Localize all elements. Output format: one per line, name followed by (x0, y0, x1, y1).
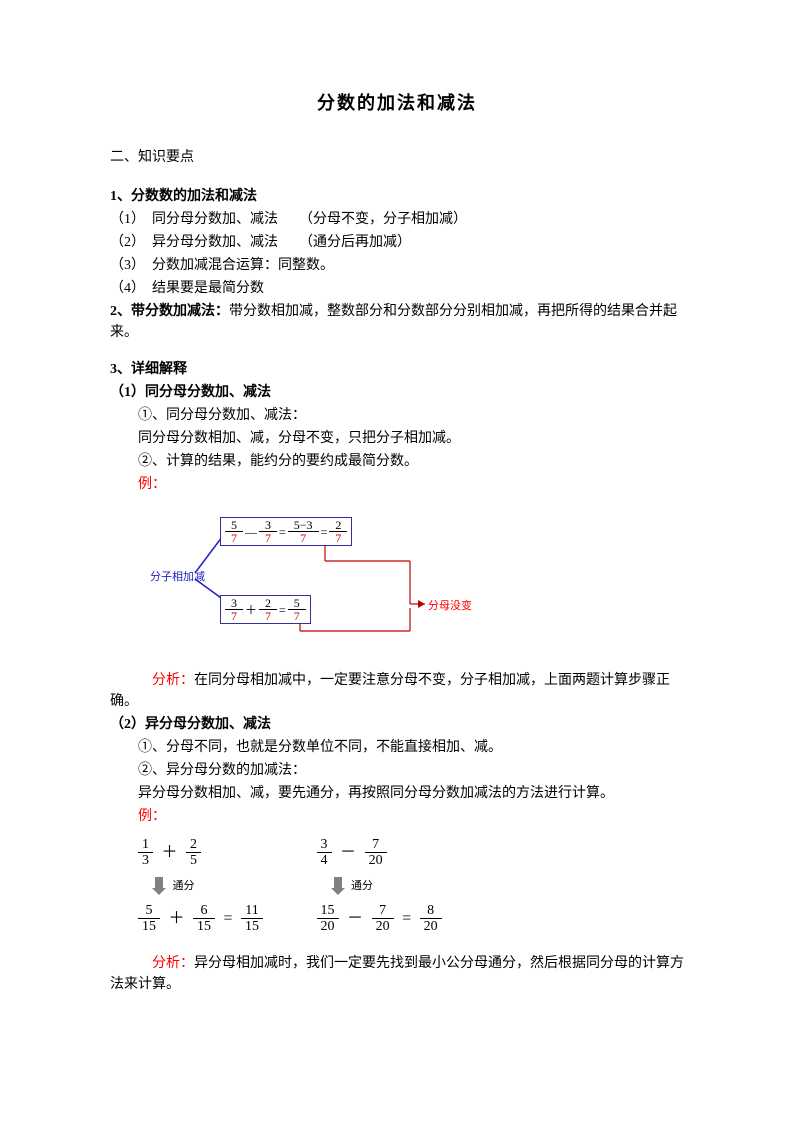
tongfen-label-2: 通分 (351, 880, 373, 892)
h3-1-c: ②、计算的结果，能约分的要约成最简分数。 (110, 451, 684, 472)
diagram-row-2: 37 ＋ 27 = 57 (220, 595, 311, 624)
arrow-down-icon (331, 877, 345, 895)
diagram-same-denominator: 57 — 37 = 5−37 = 27 分子相加减 37 ＋ 27 = 57 分… (150, 511, 684, 636)
tongfen-label-1: 通分 (173, 880, 195, 892)
h3-2-c: 异分母分数相加、减，要先通分，再按照同分母分数加减法的方法进行计算。 (110, 783, 684, 804)
h1-item-4: （4） 结果要是最简分数 (110, 278, 684, 299)
analysis-label-2: 分析： (110, 956, 194, 971)
page-title: 分数的加法和减法 (110, 90, 684, 117)
h1-item-1: （1） 同分母分数加、减法 （分母不变，分子相加减） (110, 209, 684, 230)
equation-2: 34 － 720 通分 1520 － 720 = 820 (317, 837, 442, 939)
heading-1: 1、分数数的加法和减法 (110, 186, 684, 207)
equation-blocks: 13 ＋ 25 通分 515 ＋ 615 = 1115 34 － 720 通分 … (110, 837, 684, 939)
h3-1-a: ①、同分母分数加、减法： (110, 405, 684, 426)
analysis-label-1: 分析： (110, 673, 194, 688)
annotation-denominator: 分母没变 (428, 598, 472, 615)
annotation-numerator: 分子相加减 (150, 569, 205, 586)
analysis-1-text: 在同分母相加减中，一定要注意分母不变，分子相加减，上面两题计算步骤正确。 (110, 673, 670, 709)
h1-item-2: （2） 异分母分数加、减法 （通分后再加减） (110, 232, 684, 253)
h3-2-b: ②、异分母分数的加减法： (110, 760, 684, 781)
heading-3-1: （1）同分母分数加、减法 (110, 382, 684, 403)
analysis-1-row: 分析：在同分母相加减中，一定要注意分母不变，分子相加减，上面两题计算步骤正确。 (110, 670, 684, 712)
heading-3: 3、详细解释 (110, 359, 684, 380)
heading-3-2: （2）异分母分数加、减法 (110, 714, 684, 735)
h3-1-b: 同分母分数相加、减，分母不变，只把分子相加减。 (110, 428, 684, 449)
heading-2: 2、带分数加减法： (110, 304, 229, 319)
example-label-1: 例： (110, 474, 684, 495)
analysis-2-row: 分析：异分母相加减时，我们一定要先找到最小公分母通分，然后根据同分母的计算方法来… (110, 953, 684, 995)
equation-1: 13 ＋ 25 通分 515 ＋ 615 = 1115 (138, 837, 263, 939)
heading-2-row: 2、带分数加减法：带分数相加减，整数部分和分数部分分别相加减，再把所得的结果合并… (110, 301, 684, 343)
analysis-2-text: 异分母相加减时，我们一定要先找到最小公分母通分，然后根据同分母的计算方法来计算。 (110, 956, 684, 992)
arrow-down-icon (152, 877, 166, 895)
section-label: 二、知识要点 (110, 147, 684, 168)
example-label-2: 例： (110, 806, 684, 827)
h1-item-3: （3） 分数加减混合运算：同整数。 (110, 255, 684, 276)
h3-2-a: ①、分母不同，也就是分数单位不同，不能直接相加、减。 (110, 737, 684, 758)
diagram-row-1: 57 — 37 = 5−37 = 27 (220, 517, 352, 546)
